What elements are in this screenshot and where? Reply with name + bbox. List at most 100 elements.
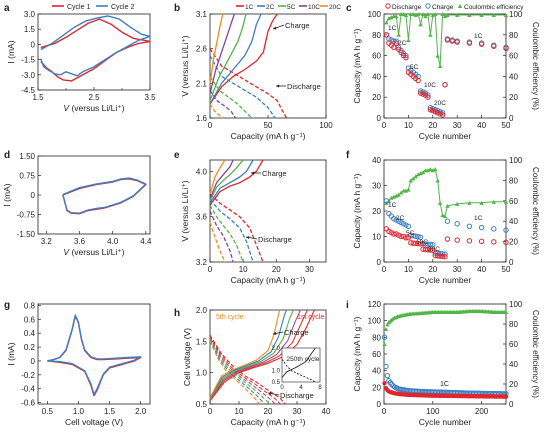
- f-charge-point: [444, 218, 451, 224]
- b-charge-5C: [209, 13, 247, 101]
- b-ytick-label: 1.6: [196, 114, 208, 123]
- h-inset-discharge: [281, 359, 316, 383]
- h-discharge-curve: [209, 337, 276, 405]
- e-xtick-label: 0: [208, 265, 213, 274]
- g-xtick-label: 1.0: [73, 407, 85, 416]
- c-xtick-label: 0: [382, 121, 387, 130]
- f-charge-point: [430, 241, 436, 248]
- g-frame: [37, 303, 151, 405]
- b-xlabel: Capacity (mA h g⁻¹): [231, 131, 306, 141]
- f-xlabel: Cycle number: [419, 275, 472, 285]
- h-inset-xtick: 8: [318, 385, 322, 391]
- c-ce-point: [491, 13, 496, 18]
- i-charge-point: [384, 372, 391, 379]
- c-legend-marker: [385, 3, 391, 9]
- c-discharge-point: [425, 94, 431, 100]
- c-ce-point: [411, 12, 416, 16]
- f-ce-point: [408, 178, 414, 183]
- h-discharge-curve: [209, 336, 281, 405]
- f-y2tick-label: 40: [509, 217, 518, 226]
- i-ce-point: [385, 322, 390, 327]
- b-discharge-2C: [209, 55, 276, 119]
- h-discharge-curve: [209, 339, 265, 405]
- h-inset-xtick: 4: [299, 385, 303, 391]
- a-series-cycle-2: [40, 15, 151, 77]
- panel-letter-b: b: [174, 3, 180, 14]
- f-ce-point: [418, 171, 423, 176]
- g-ytick-label: 0.8: [24, 301, 36, 310]
- h-ytick-label: 2.0: [196, 306, 208, 315]
- f-ce-point: [437, 200, 443, 205]
- c-annot-rate: 2C: [398, 40, 407, 47]
- a-ylabel: I (mA): [6, 40, 16, 63]
- c-legend-marker: [425, 3, 431, 9]
- h-annot-charge: Charge: [284, 328, 309, 337]
- e-charge-20C: [209, 159, 226, 195]
- c-legend-label: Charge: [432, 4, 454, 11]
- c-legend-marker: [457, 4, 463, 8]
- b-discharge-20C: [209, 103, 224, 119]
- f-discharge-point: [413, 240, 419, 247]
- i-ytick-label: 80: [372, 333, 381, 342]
- b-arrow-charge-head: [273, 26, 277, 30]
- f-y2tick-label: 0: [509, 258, 514, 267]
- b-annot-charge: Charge: [285, 21, 310, 30]
- f-discharge-point: [405, 235, 412, 241]
- a-legend-label: Cycle 2: [111, 4, 134, 11]
- e-charge-10C: [209, 159, 234, 199]
- i-y2tick-label: 20: [509, 380, 518, 389]
- f-charge-point: [383, 198, 390, 204]
- f-discharge-point: [425, 247, 431, 253]
- h-inset-ytick: 1.0: [272, 369, 281, 375]
- d-xlabel-var: V: [63, 247, 70, 257]
- c-ce-point: [503, 13, 509, 18]
- f-annot-rate: 1C: [474, 215, 483, 222]
- f-y2tick-label: 100: [509, 156, 523, 165]
- i-ytick-label: 60: [372, 350, 381, 359]
- f-discharge-point: [391, 231, 397, 237]
- panel-letter-d: d: [4, 150, 10, 161]
- c-discharge-point: [427, 106, 434, 113]
- e-discharge-5C: [209, 204, 244, 263]
- b-legend-label: 1C: [245, 4, 254, 11]
- h-discharge-curve: [209, 334, 286, 405]
- f-discharge-point: [420, 246, 426, 252]
- c-annot-rate: 1C: [388, 25, 397, 32]
- f-annot-rate: 5C: [406, 230, 415, 237]
- panel-letter-h: h: [174, 308, 180, 319]
- f-discharge-point: [422, 246, 429, 253]
- a-ytick-label: -3.0: [21, 71, 35, 80]
- c-ylabel: Capacity (mA h g⁻¹): [352, 28, 362, 103]
- c-discharge-point: [430, 108, 436, 114]
- panel-f: 0 10 20 30 40 50010203040020406080100f1C2C5C1…: [346, 150, 540, 285]
- c-discharge-point: [420, 91, 426, 97]
- f-discharge-point: [466, 238, 473, 244]
- f-charge-point: [417, 234, 424, 240]
- e-annot-charge: Charge: [262, 169, 287, 178]
- f-ytick-label: 20: [372, 207, 381, 216]
- b-ytick-label: 2.6: [196, 45, 208, 54]
- c-ce-point: [425, 12, 431, 16]
- c-ce-point: [415, 12, 421, 16]
- c-ce-point: [403, 13, 409, 18]
- f-ce-point: [479, 200, 484, 205]
- b-discharge-10C: [209, 89, 237, 119]
- a-ytick-label: 0: [31, 40, 36, 49]
- f-discharge-point: [434, 253, 441, 259]
- f-ytick-label: 0: [377, 258, 382, 267]
- f-discharge-point: [437, 253, 443, 259]
- f-ytick-label: 40: [372, 156, 381, 165]
- h-discharge-curve: [209, 341, 260, 405]
- c-ce-point: [423, 14, 428, 19]
- d-ytick-label: -1.50: [17, 230, 36, 239]
- g-series-cycle-2: [47, 314, 142, 395]
- f-discharge-point: [442, 253, 448, 260]
- f-ce-point: [403, 188, 409, 193]
- panel-e: 0 10 20 30 4.0 3.6 3.2 e Charge Discharge Capacity…: [174, 150, 327, 285]
- c-discharge-point: [503, 45, 509, 52]
- panel-a: 1.5 2.5 3.5 3.0 1.5 0 -1.5 -3.0 -4.5 a Cycle 1 Cycl…: [4, 3, 156, 113]
- e-arrow-discharge-head: [246, 236, 250, 240]
- b-discharge-1C: [209, 48, 288, 119]
- h-xtick-label: 20: [264, 407, 273, 416]
- e-ytick-label: 3.6: [196, 213, 208, 222]
